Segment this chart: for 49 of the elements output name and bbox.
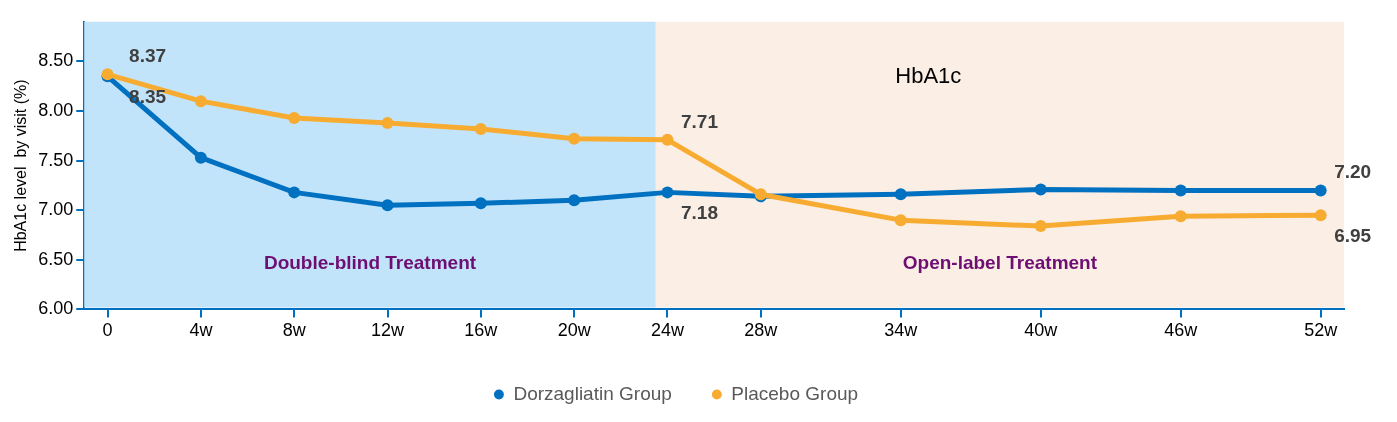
point — [194, 151, 207, 164]
x-tick-label: 12w — [370, 320, 406, 341]
x-tick-label: 4w — [189, 320, 214, 341]
point — [568, 194, 581, 207]
point — [381, 199, 394, 212]
data-label: 7.71 — [680, 110, 719, 132]
y-axis-title: HbA1c level by visit (%) — [12, 79, 30, 252]
point — [1314, 209, 1327, 222]
x-tick-label: 46w — [1164, 320, 1199, 341]
data-label: 6.95 — [1334, 224, 1372, 246]
x-tick-label: 24w — [650, 320, 685, 341]
data-label: 7.18 — [680, 202, 718, 224]
point — [1314, 184, 1327, 197]
band-label: Double-blind Treatment — [263, 251, 477, 273]
point — [661, 133, 674, 146]
x-tick-label: 16w — [464, 320, 499, 341]
y-tick-label: 8.00 — [38, 100, 74, 121]
y-tick-label: 6.50 — [38, 248, 74, 269]
point — [1174, 184, 1187, 197]
legend-label: Placebo Group — [731, 382, 859, 404]
y-tick-label: 7.50 — [38, 149, 74, 170]
data-label: 7.20 — [1334, 161, 1372, 183]
text: HbA1c — [895, 62, 962, 88]
point — [474, 122, 487, 135]
point — [1174, 210, 1187, 223]
x-tick-label: 0 — [102, 320, 113, 341]
x-tick-label: 28w — [744, 320, 779, 341]
point — [194, 95, 207, 108]
point — [288, 186, 301, 199]
point — [1034, 220, 1047, 233]
point — [381, 116, 394, 129]
point — [661, 186, 674, 199]
point — [568, 132, 581, 145]
point — [894, 188, 907, 201]
y-tick-label: 6.00 — [38, 298, 74, 319]
point — [288, 112, 301, 124]
y-tick-label: 7.00 — [38, 199, 74, 220]
x-tick-label: 20w — [557, 320, 592, 341]
band-label: Open-label Treatment — [902, 251, 1098, 273]
x-tick-label: 52w — [1304, 320, 1339, 341]
data-label: 8.37 — [129, 45, 167, 67]
x-tick-label: 34w — [884, 320, 919, 341]
point — [1034, 183, 1047, 196]
x-tick-label: 8w — [282, 320, 307, 341]
legend-label: Dorzagliatin Group — [513, 382, 672, 404]
point — [474, 197, 487, 210]
point — [894, 214, 907, 227]
y-tick-label: 8.50 — [38, 50, 74, 71]
x-tick-label: 40w — [1024, 320, 1059, 341]
